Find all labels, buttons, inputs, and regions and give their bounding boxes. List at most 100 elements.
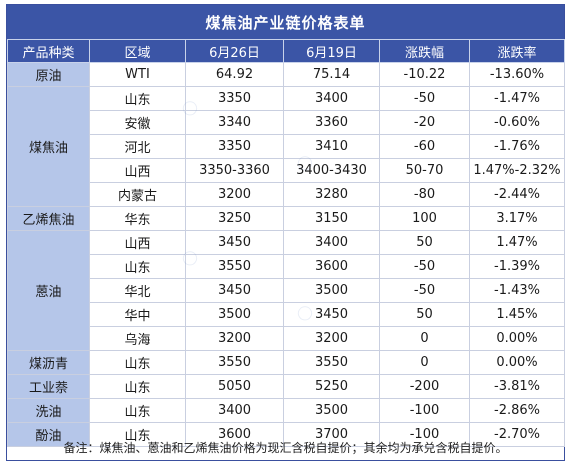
jun26-price-cell: 3550 bbox=[185, 350, 284, 375]
header-jun19: 6月19日 bbox=[283, 39, 380, 63]
rate-cell: -1.76% bbox=[469, 134, 565, 159]
table-title: 煤焦油产业链价格表单 bbox=[7, 5, 564, 39]
table-header-row: 产品种类 区域 6月26日 6月19日 涨跌幅 涨跌率 bbox=[7, 39, 565, 63]
price-table-card: 煤焦油产业链价格表单 产品种类 区域 6月26日 6月19日 涨跌幅 涨跌率 原… bbox=[6, 4, 565, 461]
header-region: 区域 bbox=[89, 39, 186, 63]
category-cell: 蒽油 bbox=[7, 230, 90, 351]
rate-cell: -13.60% bbox=[469, 62, 565, 87]
rate-cell: -1.39% bbox=[469, 254, 565, 279]
rate-cell: -1.43% bbox=[469, 278, 565, 303]
region-cell: 山西 bbox=[89, 158, 186, 183]
jun26-price-cell: 3550 bbox=[185, 254, 284, 279]
region-cell: 山东 bbox=[89, 374, 186, 399]
jun19-price-cell: 75.14 bbox=[283, 62, 380, 87]
jun26-price-cell: 3600 bbox=[185, 422, 284, 447]
change-cell: -200 bbox=[379, 374, 470, 399]
jun19-price-cell: 5250 bbox=[283, 374, 380, 399]
rate-cell: 1.47%-2.32% bbox=[469, 158, 565, 183]
jun26-price-cell: 3200 bbox=[185, 182, 284, 207]
region-cell: 华北 bbox=[89, 278, 186, 303]
table-row: 山东 3550 3600 -50 -1.39% bbox=[8, 254, 565, 279]
table-body: 原油 WTI 64.92 75.14 -10.22 -13.60% 煤焦油 山东 3350 340… bbox=[7, 62, 565, 447]
rate-cell: -0.60% bbox=[469, 110, 565, 135]
jun19-price-cell: 3410 bbox=[283, 134, 380, 159]
change-cell: 50-70 bbox=[379, 158, 470, 183]
change-cell: 50 bbox=[379, 302, 470, 327]
rate-cell: 3.17% bbox=[469, 206, 565, 231]
region-cell: 乌海 bbox=[89, 326, 186, 351]
jun19-price-cell: 3400 bbox=[283, 86, 380, 111]
category-cell: 工业萘 bbox=[7, 374, 90, 399]
change-cell: -20 bbox=[379, 110, 470, 135]
region-cell: 山西 bbox=[89, 230, 186, 255]
jun26-price-cell: 64.92 bbox=[185, 62, 284, 87]
header-change: 涨跌幅 bbox=[379, 39, 470, 63]
table-row: 山西 3350-3360 3400-3430 50-70 1.47%-2.32% bbox=[8, 158, 565, 183]
jun26-price-cell: 3450 bbox=[185, 230, 284, 255]
change-cell: -50 bbox=[379, 86, 470, 111]
footnote: 备注：煤焦油、蒽油和乙烯焦油价格为现汇含税自提价；其余均为承兑含税自提价。 bbox=[63, 440, 508, 455]
change-cell: 0 bbox=[379, 350, 470, 375]
header-jun26: 6月26日 bbox=[185, 39, 284, 63]
region-cell: 安徽 bbox=[89, 110, 186, 135]
table-row: 乌海 3200 3200 0 0.00% bbox=[8, 326, 565, 351]
table-row: 酚油 山东 3600 3700 -100 -2.70% bbox=[7, 422, 565, 447]
region-cell: 内蒙古 bbox=[89, 182, 186, 207]
region-cell: 山东 bbox=[89, 398, 186, 423]
jun26-price-cell: 3200 bbox=[185, 326, 284, 351]
price-table: 产品种类 区域 6月26日 6月19日 涨跌幅 涨跌率 原油 WTI 64.92 75… bbox=[7, 39, 565, 447]
rate-cell: 1.45% bbox=[469, 302, 565, 327]
jun26-price-cell: 3340 bbox=[185, 110, 284, 135]
jun19-price-cell: 3450 bbox=[283, 302, 380, 327]
table-row: 煤沥青 山东 3550 3550 0 0.00% bbox=[7, 350, 565, 375]
rate-cell: -1.47% bbox=[469, 86, 565, 111]
rate-cell: 1.47% bbox=[469, 230, 565, 255]
table-row: 乙烯焦油 华东 3250 3150 100 3.17% bbox=[7, 206, 565, 231]
jun26-price-cell: 5050 bbox=[185, 374, 284, 399]
jun19-price-cell: 3500 bbox=[283, 278, 380, 303]
table-row: 安徽 3340 3360 -20 -0.60% bbox=[8, 110, 565, 135]
region-cell: 山东 bbox=[89, 86, 186, 111]
jun26-price-cell: 3250 bbox=[185, 206, 284, 231]
rate-cell: -3.81% bbox=[469, 374, 565, 399]
table-row: 洗油 山东 3400 3500 -100 -2.86% bbox=[7, 398, 565, 423]
jun26-price-cell: 3350 bbox=[185, 86, 284, 111]
table-row: 内蒙古 3200 3280 -80 -2.44% bbox=[8, 182, 565, 207]
region-cell: 山东 bbox=[89, 254, 186, 279]
change-cell: -80 bbox=[379, 182, 470, 207]
region-cell: 华中 bbox=[89, 302, 186, 327]
rate-cell: -2.70% bbox=[469, 422, 565, 447]
category-cell: 洗油 bbox=[7, 398, 90, 423]
rate-cell: -2.44% bbox=[469, 182, 565, 207]
jun19-price-cell: 3360 bbox=[283, 110, 380, 135]
category-cell: 酚油 bbox=[7, 422, 90, 447]
region-cell: 山东 bbox=[89, 422, 186, 447]
rate-cell: -2.86% bbox=[469, 398, 565, 423]
category-cell: 煤焦油 bbox=[7, 86, 90, 207]
region-cell: WTI bbox=[89, 62, 186, 87]
table-row: 华北 3450 3500 -50 -1.43% bbox=[8, 278, 565, 303]
category-cell: 煤沥青 bbox=[7, 350, 90, 375]
category-cell: 乙烯焦油 bbox=[7, 206, 90, 231]
change-cell: 0 bbox=[379, 326, 470, 351]
header-rate: 涨跌率 bbox=[469, 39, 565, 63]
table-row: 煤焦油 山东 3350 3400 -50 -1.47% bbox=[7, 86, 565, 207]
change-cell: -10.22 bbox=[379, 62, 470, 87]
region-cell: 华东 bbox=[89, 206, 186, 231]
rate-cell: 0.00% bbox=[469, 350, 565, 375]
jun26-price-cell: 3500 bbox=[185, 302, 284, 327]
change-cell: 100 bbox=[379, 206, 470, 231]
change-cell: -50 bbox=[379, 278, 470, 303]
jun19-price-cell: 3400-3430 bbox=[283, 158, 380, 183]
jun19-price-cell: 3200 bbox=[283, 326, 380, 351]
table-row: 华中 3500 3450 50 1.45% bbox=[8, 302, 565, 327]
jun19-price-cell: 3280 bbox=[283, 182, 380, 207]
jun26-price-cell: 3450 bbox=[185, 278, 284, 303]
region-cell: 河北 bbox=[89, 134, 186, 159]
jun26-price-cell: 3350-3360 bbox=[185, 158, 284, 183]
table-row: 原油 WTI 64.92 75.14 -10.22 -13.60% bbox=[7, 62, 565, 87]
jun19-price-cell: 3600 bbox=[283, 254, 380, 279]
table-row: 蒽油 山西 3450 3400 50 1.47% bbox=[7, 230, 565, 351]
category-cell: 原油 bbox=[7, 62, 90, 87]
jun19-price-cell: 3150 bbox=[283, 206, 380, 231]
